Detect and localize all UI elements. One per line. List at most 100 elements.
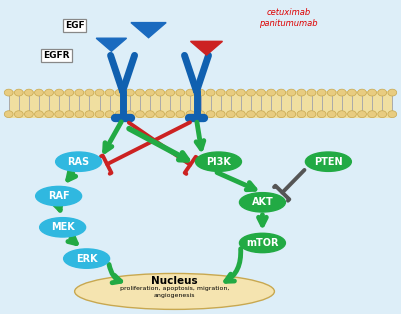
- Circle shape: [166, 111, 174, 118]
- Circle shape: [75, 89, 84, 96]
- Circle shape: [4, 111, 13, 118]
- Text: PTEN: PTEN: [314, 157, 343, 167]
- Circle shape: [378, 89, 387, 96]
- Circle shape: [348, 89, 356, 96]
- Polygon shape: [131, 23, 166, 38]
- Ellipse shape: [64, 249, 109, 268]
- Text: RAS: RAS: [67, 157, 90, 167]
- Text: cetuximab
panitumumab: cetuximab panitumumab: [259, 8, 318, 28]
- Circle shape: [317, 89, 326, 96]
- Circle shape: [307, 111, 316, 118]
- Circle shape: [227, 111, 235, 118]
- Circle shape: [186, 111, 195, 118]
- Circle shape: [257, 111, 265, 118]
- Circle shape: [156, 89, 164, 96]
- Circle shape: [126, 89, 134, 96]
- Circle shape: [277, 111, 286, 118]
- Circle shape: [24, 111, 33, 118]
- Circle shape: [388, 89, 397, 96]
- Circle shape: [358, 111, 367, 118]
- Circle shape: [206, 111, 215, 118]
- Circle shape: [55, 111, 64, 118]
- Ellipse shape: [239, 192, 286, 212]
- Ellipse shape: [75, 273, 274, 309]
- Circle shape: [388, 111, 397, 118]
- Circle shape: [34, 111, 43, 118]
- Text: EGFR: EGFR: [43, 51, 70, 60]
- Ellipse shape: [306, 152, 351, 171]
- Circle shape: [85, 111, 94, 118]
- Text: proliferation, apoptosis, migration,: proliferation, apoptosis, migration,: [120, 286, 229, 291]
- Circle shape: [206, 89, 215, 96]
- Circle shape: [136, 89, 144, 96]
- Circle shape: [267, 89, 275, 96]
- Circle shape: [227, 89, 235, 96]
- Text: Nucleus: Nucleus: [151, 276, 198, 286]
- Circle shape: [216, 89, 225, 96]
- Text: AKT: AKT: [251, 197, 273, 207]
- Circle shape: [95, 89, 104, 96]
- Circle shape: [337, 89, 346, 96]
- Circle shape: [45, 89, 53, 96]
- Circle shape: [348, 111, 356, 118]
- Text: EGF: EGF: [65, 21, 85, 30]
- Circle shape: [14, 89, 23, 96]
- Circle shape: [358, 89, 367, 96]
- Text: angiogenesis: angiogenesis: [154, 293, 195, 298]
- Polygon shape: [190, 41, 223, 55]
- Circle shape: [237, 89, 245, 96]
- Text: ERK: ERK: [76, 254, 97, 263]
- Circle shape: [115, 111, 124, 118]
- Ellipse shape: [239, 233, 286, 253]
- Circle shape: [317, 111, 326, 118]
- Circle shape: [378, 111, 387, 118]
- Ellipse shape: [56, 152, 101, 171]
- Circle shape: [166, 89, 174, 96]
- Circle shape: [368, 89, 377, 96]
- Bar: [9, 91, 392, 118]
- Text: MEK: MEK: [51, 222, 75, 232]
- Circle shape: [307, 89, 316, 96]
- Circle shape: [267, 111, 275, 118]
- Circle shape: [105, 111, 114, 118]
- Circle shape: [156, 111, 164, 118]
- Circle shape: [176, 89, 185, 96]
- Circle shape: [136, 111, 144, 118]
- Circle shape: [247, 89, 255, 96]
- Text: PI3K: PI3K: [206, 157, 231, 167]
- Circle shape: [4, 89, 13, 96]
- Polygon shape: [96, 38, 127, 51]
- Circle shape: [146, 111, 154, 118]
- Circle shape: [277, 89, 286, 96]
- Circle shape: [216, 111, 225, 118]
- Ellipse shape: [36, 187, 82, 206]
- Circle shape: [327, 89, 336, 96]
- Circle shape: [186, 89, 195, 96]
- Circle shape: [146, 89, 154, 96]
- Text: mTOR: mTOR: [246, 238, 279, 248]
- Circle shape: [257, 89, 265, 96]
- Circle shape: [327, 111, 336, 118]
- Circle shape: [95, 111, 104, 118]
- Text: RAF: RAF: [48, 191, 69, 201]
- Circle shape: [24, 89, 33, 96]
- Circle shape: [287, 89, 296, 96]
- Circle shape: [176, 111, 185, 118]
- Circle shape: [85, 89, 94, 96]
- Circle shape: [34, 89, 43, 96]
- Circle shape: [115, 89, 124, 96]
- Circle shape: [196, 111, 205, 118]
- Circle shape: [105, 89, 114, 96]
- Circle shape: [14, 111, 23, 118]
- Circle shape: [65, 89, 74, 96]
- Ellipse shape: [40, 218, 85, 237]
- Circle shape: [368, 111, 377, 118]
- Circle shape: [337, 111, 346, 118]
- Circle shape: [297, 111, 306, 118]
- Circle shape: [65, 111, 74, 118]
- Circle shape: [45, 111, 53, 118]
- Circle shape: [287, 111, 296, 118]
- Circle shape: [55, 89, 64, 96]
- Circle shape: [126, 111, 134, 118]
- Circle shape: [247, 111, 255, 118]
